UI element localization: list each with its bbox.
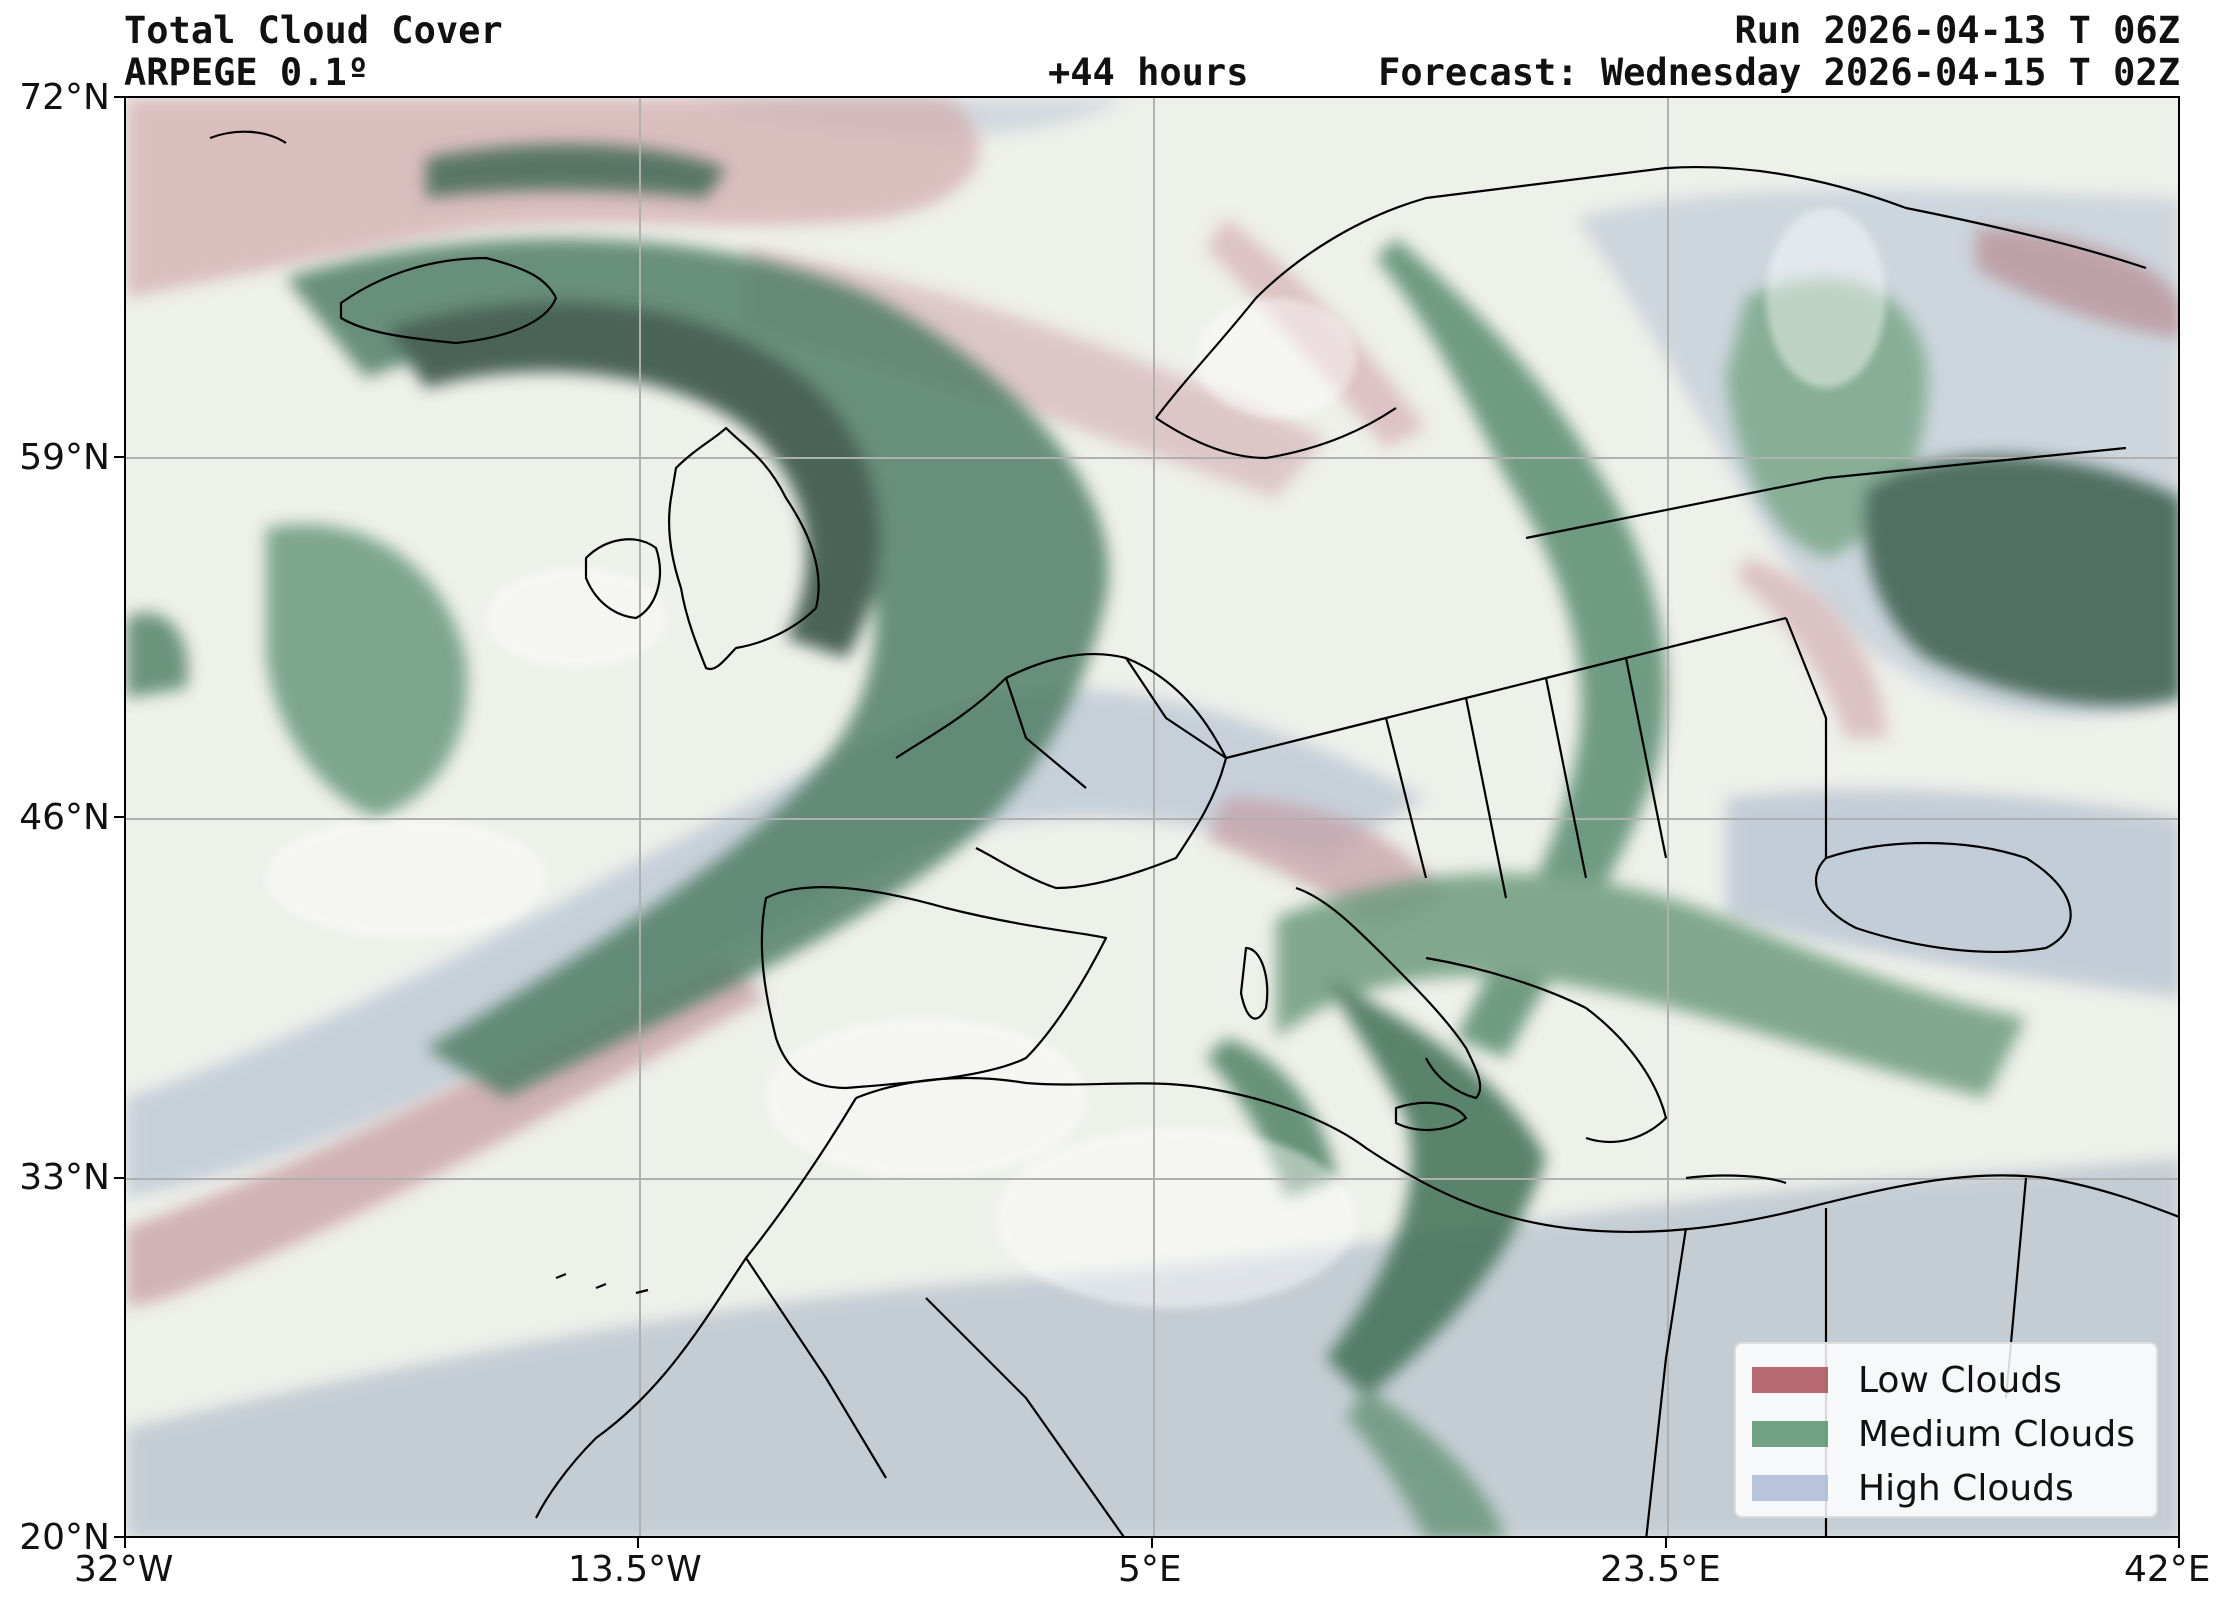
legend-swatch-medium — [1752, 1421, 1828, 1447]
lon-label-23-5e: 23.5°E — [1600, 1549, 1721, 1590]
cloud-texture-layer — [266, 208, 1886, 1308]
legend: Low Clouds Medium Clouds High Clouds — [1734, 1342, 2158, 1518]
lon-tick-mark — [637, 1538, 639, 1548]
lat-tick-mark — [114, 816, 124, 818]
map-title: Total Cloud Cover — [124, 9, 503, 52]
lon-label-32w: 32°W — [74, 1549, 174, 1590]
lon-tick-mark — [2178, 1538, 2180, 1548]
lon-label-13-5w: 13.5°W — [568, 1549, 702, 1590]
model-name: ARPEGE 0.1º — [124, 51, 370, 94]
lat-label-72n: 72°N — [19, 77, 110, 118]
lead-time: +44 hours — [1048, 51, 1249, 94]
map-canvas — [126, 98, 2178, 1536]
lat-label-33n: 33°N — [19, 1157, 110, 1198]
legend-label-medium: Medium Clouds — [1858, 1413, 2135, 1455]
legend-item-low: Low Clouds — [1752, 1359, 2062, 1401]
lon-tick-mark — [1151, 1538, 1153, 1548]
lat-tick-mark — [114, 1536, 124, 1538]
legend-label-high: High Clouds — [1858, 1467, 2074, 1509]
legend-label-low: Low Clouds — [1858, 1359, 2062, 1401]
forecast-time: Forecast: Wednesday 2026-04-15 T 02Z — [1378, 51, 2180, 94]
lon-tick-mark — [1665, 1538, 1667, 1548]
lat-tick-mark — [114, 456, 124, 458]
lat-tick-mark — [114, 1177, 124, 1179]
run-time: Run 2026-04-13 T 06Z — [1734, 9, 2180, 52]
legend-item-medium: Medium Clouds — [1752, 1413, 2135, 1455]
lon-label-42e: 42°E — [2124, 1549, 2211, 1590]
cloud-cover-map — [124, 96, 2180, 1538]
legend-item-high: High Clouds — [1752, 1467, 2074, 1509]
legend-swatch-low — [1752, 1367, 1828, 1393]
lat-label-20n: 20°N — [19, 1517, 110, 1558]
graticule — [126, 98, 2178, 1536]
lat-label-46n: 46°N — [19, 797, 110, 838]
medium-clouds-layer — [126, 144, 2178, 1536]
legend-swatch-high — [1752, 1475, 1828, 1501]
lat-tick-mark — [114, 96, 124, 98]
coastlines — [209, 130, 2178, 1536]
lat-label-59n: 59°N — [19, 437, 110, 478]
lon-tick-mark — [124, 1538, 126, 1548]
lon-label-5e: 5°E — [1118, 1549, 1182, 1590]
